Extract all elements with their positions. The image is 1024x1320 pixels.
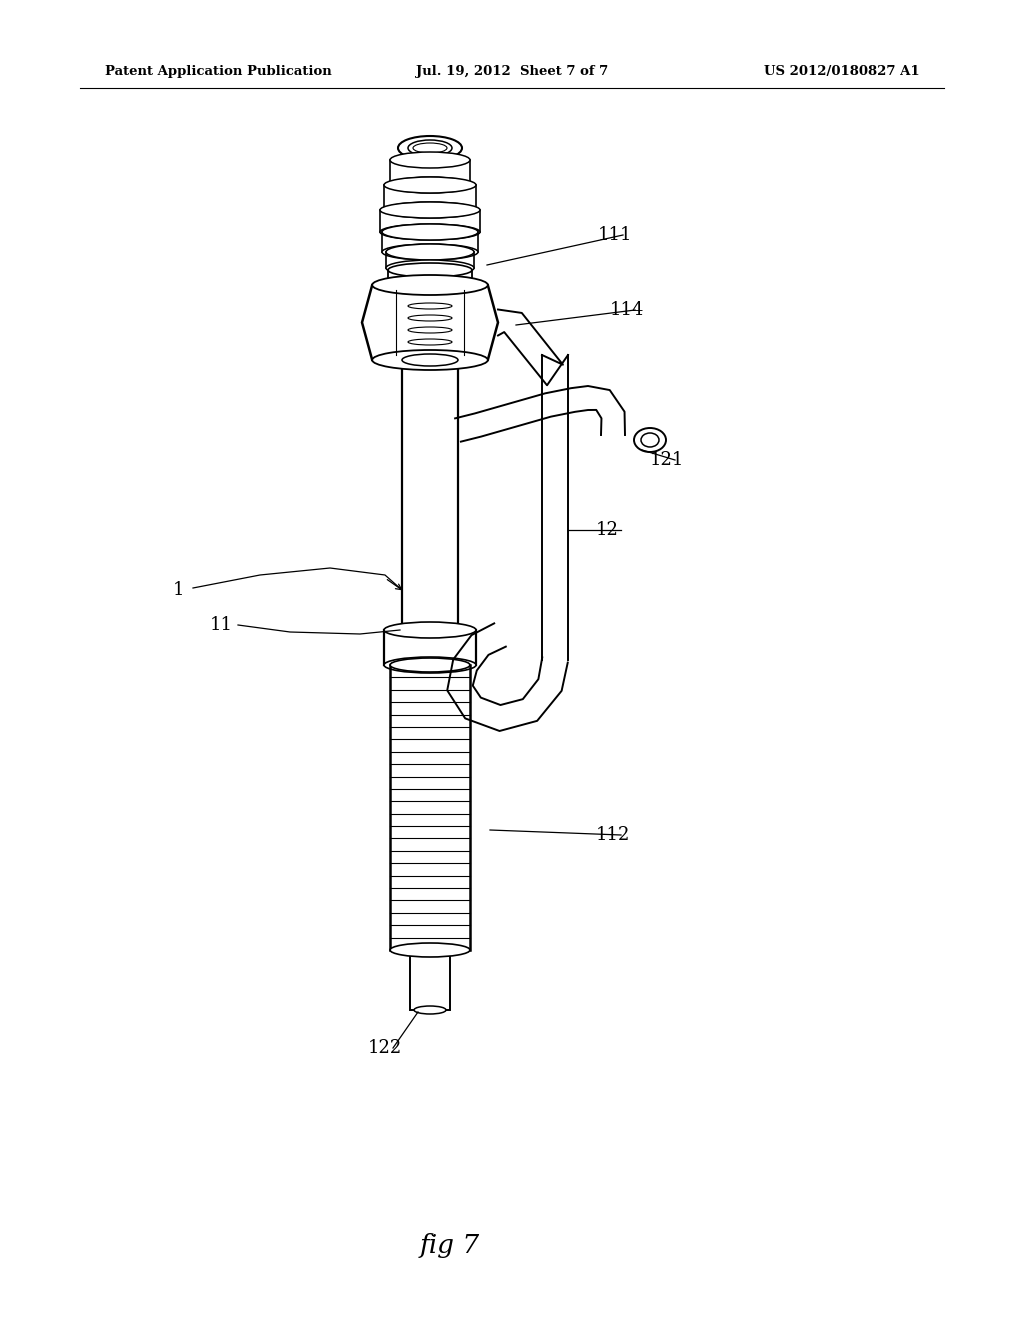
Bar bbox=[384, 630, 476, 665]
Text: 111: 111 bbox=[598, 226, 633, 244]
Ellipse shape bbox=[388, 263, 472, 277]
Text: 121: 121 bbox=[650, 451, 684, 469]
Ellipse shape bbox=[390, 657, 470, 672]
Ellipse shape bbox=[386, 260, 474, 276]
Ellipse shape bbox=[390, 152, 470, 168]
Polygon shape bbox=[362, 285, 498, 360]
Ellipse shape bbox=[390, 177, 470, 193]
Text: Patent Application Publication: Patent Application Publication bbox=[105, 66, 332, 78]
Text: 112: 112 bbox=[596, 826, 631, 843]
Ellipse shape bbox=[384, 657, 476, 673]
Ellipse shape bbox=[380, 224, 480, 240]
Ellipse shape bbox=[382, 224, 478, 240]
Text: fig 7: fig 7 bbox=[420, 1233, 480, 1258]
Text: 12: 12 bbox=[596, 521, 618, 539]
Ellipse shape bbox=[402, 354, 458, 366]
Ellipse shape bbox=[408, 315, 452, 321]
Ellipse shape bbox=[382, 244, 478, 260]
Text: 11: 11 bbox=[210, 616, 233, 634]
Ellipse shape bbox=[386, 244, 474, 260]
Ellipse shape bbox=[408, 339, 452, 345]
Ellipse shape bbox=[372, 350, 487, 370]
Bar bbox=[410, 950, 450, 1010]
Ellipse shape bbox=[384, 622, 476, 638]
Ellipse shape bbox=[408, 327, 452, 333]
Ellipse shape bbox=[408, 304, 452, 309]
Text: 114: 114 bbox=[610, 301, 644, 319]
Ellipse shape bbox=[384, 202, 476, 218]
Ellipse shape bbox=[410, 945, 450, 954]
Bar bbox=[402, 360, 458, 630]
Ellipse shape bbox=[384, 177, 476, 193]
Ellipse shape bbox=[372, 275, 487, 294]
Ellipse shape bbox=[390, 942, 470, 957]
Text: Jul. 19, 2012  Sheet 7 of 7: Jul. 19, 2012 Sheet 7 of 7 bbox=[416, 66, 608, 78]
Ellipse shape bbox=[380, 202, 480, 218]
Text: 1: 1 bbox=[173, 581, 184, 599]
Ellipse shape bbox=[634, 428, 666, 451]
Text: US 2012/0180827 A1: US 2012/0180827 A1 bbox=[764, 66, 920, 78]
Text: 122: 122 bbox=[368, 1039, 402, 1057]
Ellipse shape bbox=[414, 1006, 446, 1014]
